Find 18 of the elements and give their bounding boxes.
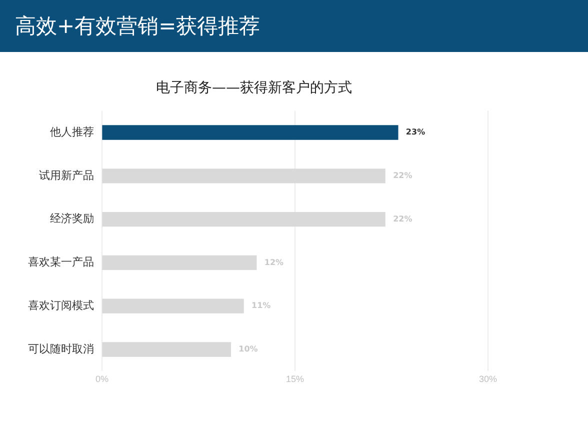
bar [102,298,244,314]
y-tick-label: 喜欢订阅模式 [28,298,94,312]
bar [102,125,398,140]
y-tick-label: 可以随时取消 [28,342,94,356]
chart-title: 高效+有效营销=获得推荐 [0,0,588,52]
x-tick-label: 30% [478,374,498,384]
bar [102,342,231,357]
x-tick-label: 15% [286,374,304,384]
bar [102,212,386,227]
y-tick-label: 喜欢某一产品 [28,256,94,269]
y-tick-label: 试用新产品 [39,168,94,182]
bar [102,255,257,270]
bar [102,168,386,184]
data-label: 23% [406,128,426,137]
x-tick-label: 0% [95,374,109,384]
y-tick-label: 经济奖励 [50,212,94,226]
chart-subtitle: 电子商务——获得新客户的方式 [156,80,352,96]
y-tick-label: 他人推荐 [50,125,94,138]
